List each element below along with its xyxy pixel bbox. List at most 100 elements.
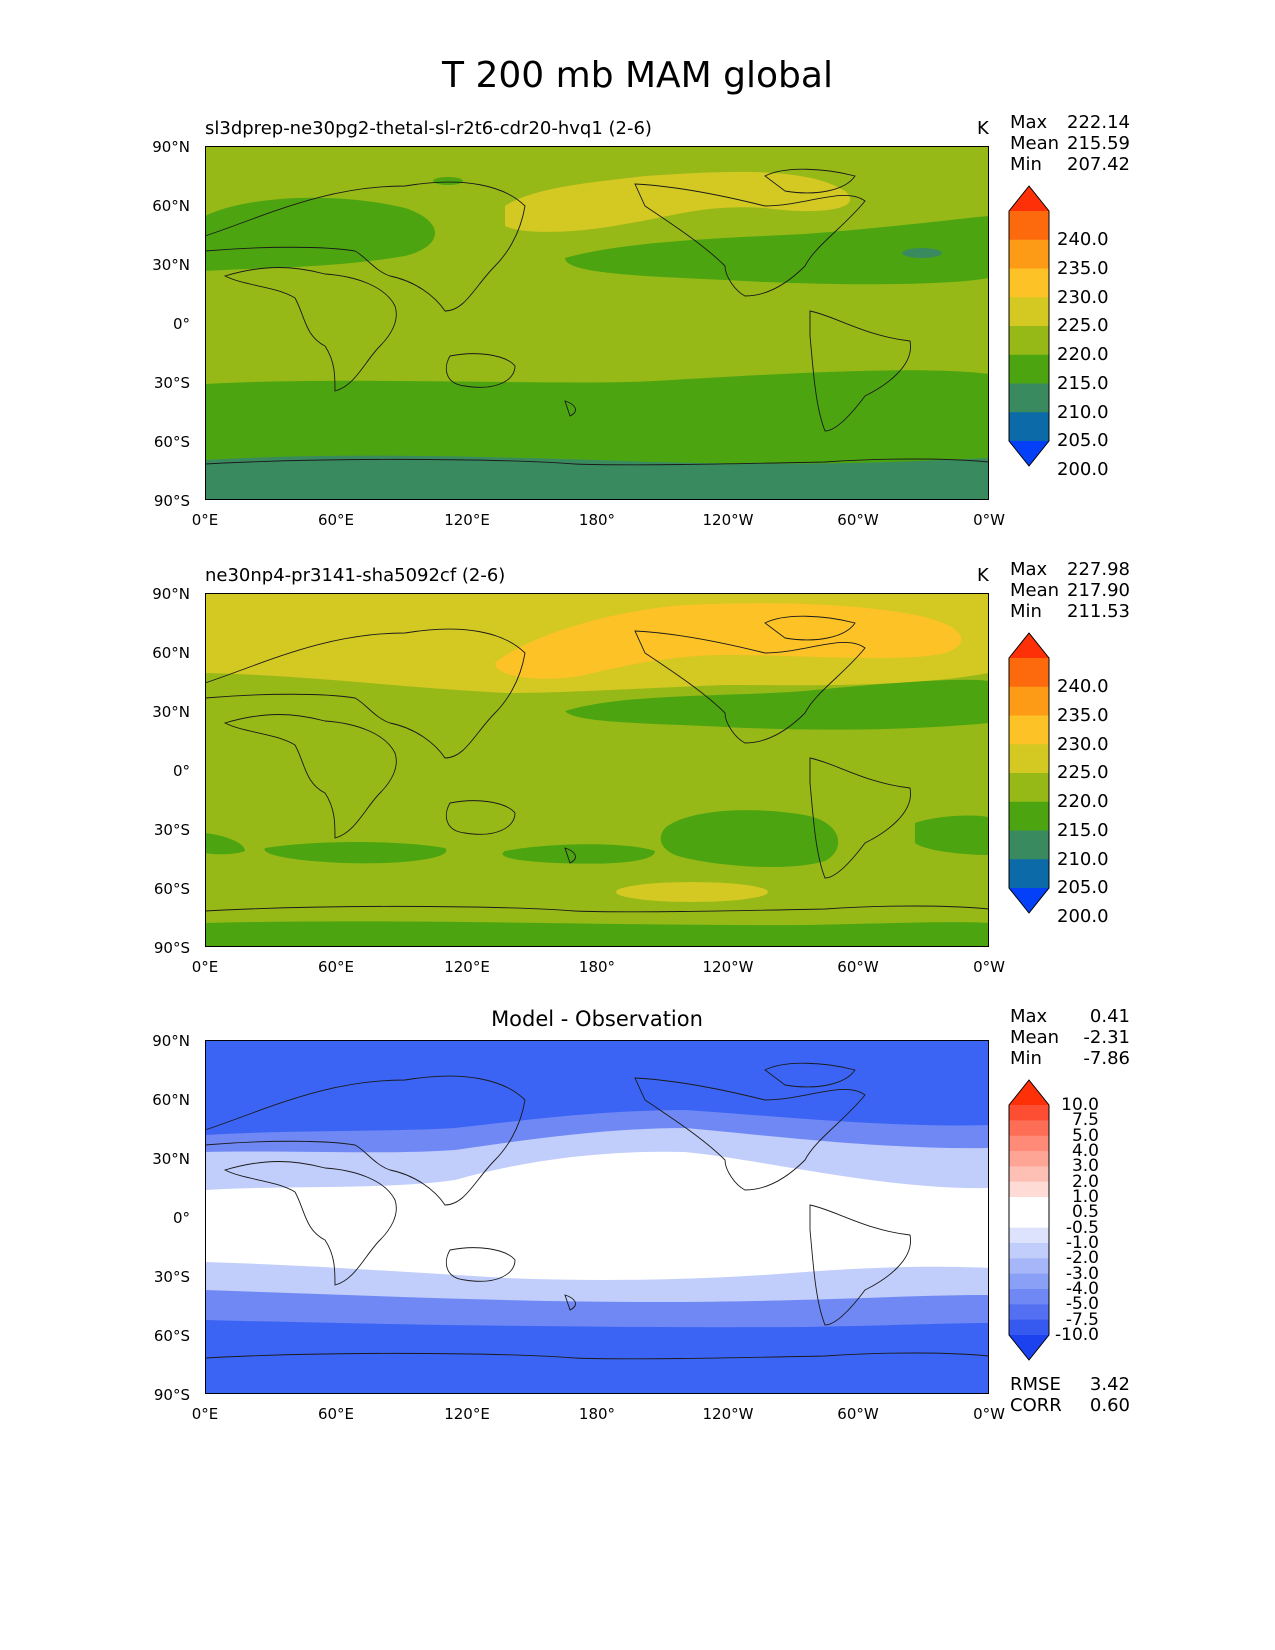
colorbar-segment (1009, 211, 1049, 241)
lat-tick: 90°S (153, 1386, 190, 1404)
colorbar-label: -2.0 (1065, 1248, 1099, 1269)
lat-tick: 90°S (153, 492, 190, 510)
lon-tick: 0°E (191, 511, 219, 529)
panel-3-colorbar (1008, 1079, 1050, 1361)
field-cool-sio (264, 841, 447, 864)
colorbar-segment (1009, 744, 1049, 774)
colorbar-segment (1009, 801, 1049, 831)
lon-tick: 60°E (317, 511, 355, 529)
lon-tick: 120°E (444, 958, 490, 976)
panel-1-title: sl3dprep-ne30pg2-thetal-sl-r2t6-cdr20-hv… (205, 118, 652, 139)
colorbar-segment (1009, 1289, 1049, 1305)
colorbar-segment (1009, 1105, 1049, 1121)
colorbar-segment (1009, 1181, 1049, 1198)
lon-tick: 180° (578, 511, 616, 529)
colorbar-label: -0.5 (1065, 1217, 1099, 1238)
colorbar-segment (1009, 268, 1049, 298)
field-warm-arctic (505, 171, 851, 232)
field-warm-south (616, 882, 768, 902)
lon-tick: 120°E (444, 1405, 490, 1423)
coastlines (205, 1062, 989, 1360)
colorbar-segment (1009, 1258, 1049, 1275)
field-cool-sp (502, 844, 655, 864)
colorbar-segment (1009, 715, 1049, 745)
lon-tick: 120°W (702, 511, 754, 529)
lon-tick: 60°W (837, 958, 879, 976)
field-cool-satl (915, 815, 989, 855)
lon-tick: 60°W (837, 511, 879, 529)
panel-3-map (205, 1040, 989, 1394)
colorbar-segment (1009, 1120, 1049, 1137)
colorbar-label: 4.0 (1071, 1141, 1099, 1161)
colorbar-segment (1009, 859, 1049, 889)
lon-tick: 120°W (702, 958, 754, 976)
field-cool-west (205, 833, 245, 855)
lat-tick: 0° (172, 762, 190, 780)
panel-2-colorbar (1008, 632, 1050, 914)
colorbar-label: 220.0 (1057, 791, 1109, 812)
colorbar-label: 215.0 (1057, 819, 1109, 841)
field-cold-spot (902, 248, 942, 258)
lat-tick: 60°S (153, 433, 190, 451)
colorbar-segment (1009, 326, 1049, 356)
lat-tick: 60°N (152, 1091, 190, 1109)
colorbar-segment (1009, 830, 1049, 860)
lat-tick: 60°N (152, 644, 190, 662)
field-cool-pacific (565, 216, 989, 285)
panel-1-units: K (977, 118, 989, 139)
coastlines (205, 615, 989, 913)
colorbar-segment (1009, 383, 1049, 413)
panel-3-title: Model - Observation (491, 1007, 703, 1031)
lon-tick: 0°W (973, 958, 1005, 976)
lon-tick: 180° (578, 958, 616, 976)
colorbar-segment (1009, 1304, 1049, 1321)
colorbar-segment (1009, 1166, 1049, 1183)
colorbar-label: 10.0 (1061, 1095, 1099, 1115)
colorbar-label: -1.0 (1065, 1233, 1099, 1253)
colorbar-label: 205.0 (1057, 877, 1109, 899)
field-neg-strong-south (205, 1320, 989, 1394)
panel-2-title: ne30np4-pr3141-sha5092cf (2-6) (205, 565, 506, 586)
colorbar-label: 210.0 (1057, 848, 1109, 870)
colorbar-segment (1009, 658, 1049, 688)
colorbar-label: 7.5 (1071, 1110, 1099, 1131)
lon-tick: 60°E (317, 1405, 355, 1423)
colorbar-label: 235.0 (1057, 704, 1109, 726)
colorbar-segment (1009, 239, 1049, 269)
field-cool-antarctic (205, 921, 989, 947)
colorbar-segment (1009, 1335, 1049, 1360)
lon-tick: 60°W (837, 1405, 879, 1423)
colorbar-segment (1009, 354, 1049, 384)
colorbar-label: 235.0 (1057, 257, 1109, 279)
colorbar-segment (1009, 1080, 1049, 1105)
colorbar-label: 210.0 (1057, 401, 1109, 423)
panel-1-map (205, 146, 989, 500)
field-cool-south (205, 370, 989, 466)
colorbar-label: 230.0 (1057, 733, 1109, 755)
colorbar-label: -10.0 (1055, 1325, 1099, 1345)
lat-tick: 60°S (153, 1327, 190, 1345)
colorbar-label: 230.0 (1057, 286, 1109, 308)
colorbar-segment (1009, 1273, 1049, 1290)
colorbar-segment (1009, 186, 1049, 211)
colorbar-segment (1009, 1197, 1049, 1213)
lon-tick: 0°E (191, 958, 219, 976)
lat-tick: 30°N (152, 256, 190, 274)
colorbar-label: -5.0 (1065, 1294, 1099, 1315)
field-cool-eurasia (205, 197, 435, 271)
colorbar-label: 200.0 (1057, 459, 1109, 480)
lon-tick: 0°W (973, 511, 1005, 529)
lat-tick: 60°N (152, 197, 190, 215)
panel-2-units: K (977, 565, 989, 586)
coastlines (205, 168, 989, 466)
figure-title: T 200 mb MAM global (442, 55, 833, 96)
colorbar-label: 3.0 (1071, 1156, 1099, 1177)
field-small-cool (433, 177, 463, 185)
colorbar-segment (1009, 888, 1049, 913)
colorbar-label: 200.0 (1057, 906, 1109, 927)
colorbar-segment (1009, 1227, 1049, 1244)
lon-tick: 120°E (444, 511, 490, 529)
colorbar-label: -4.0 (1065, 1279, 1099, 1299)
colorbar-segment (1009, 1243, 1049, 1259)
lat-tick: 30°S (153, 374, 190, 392)
